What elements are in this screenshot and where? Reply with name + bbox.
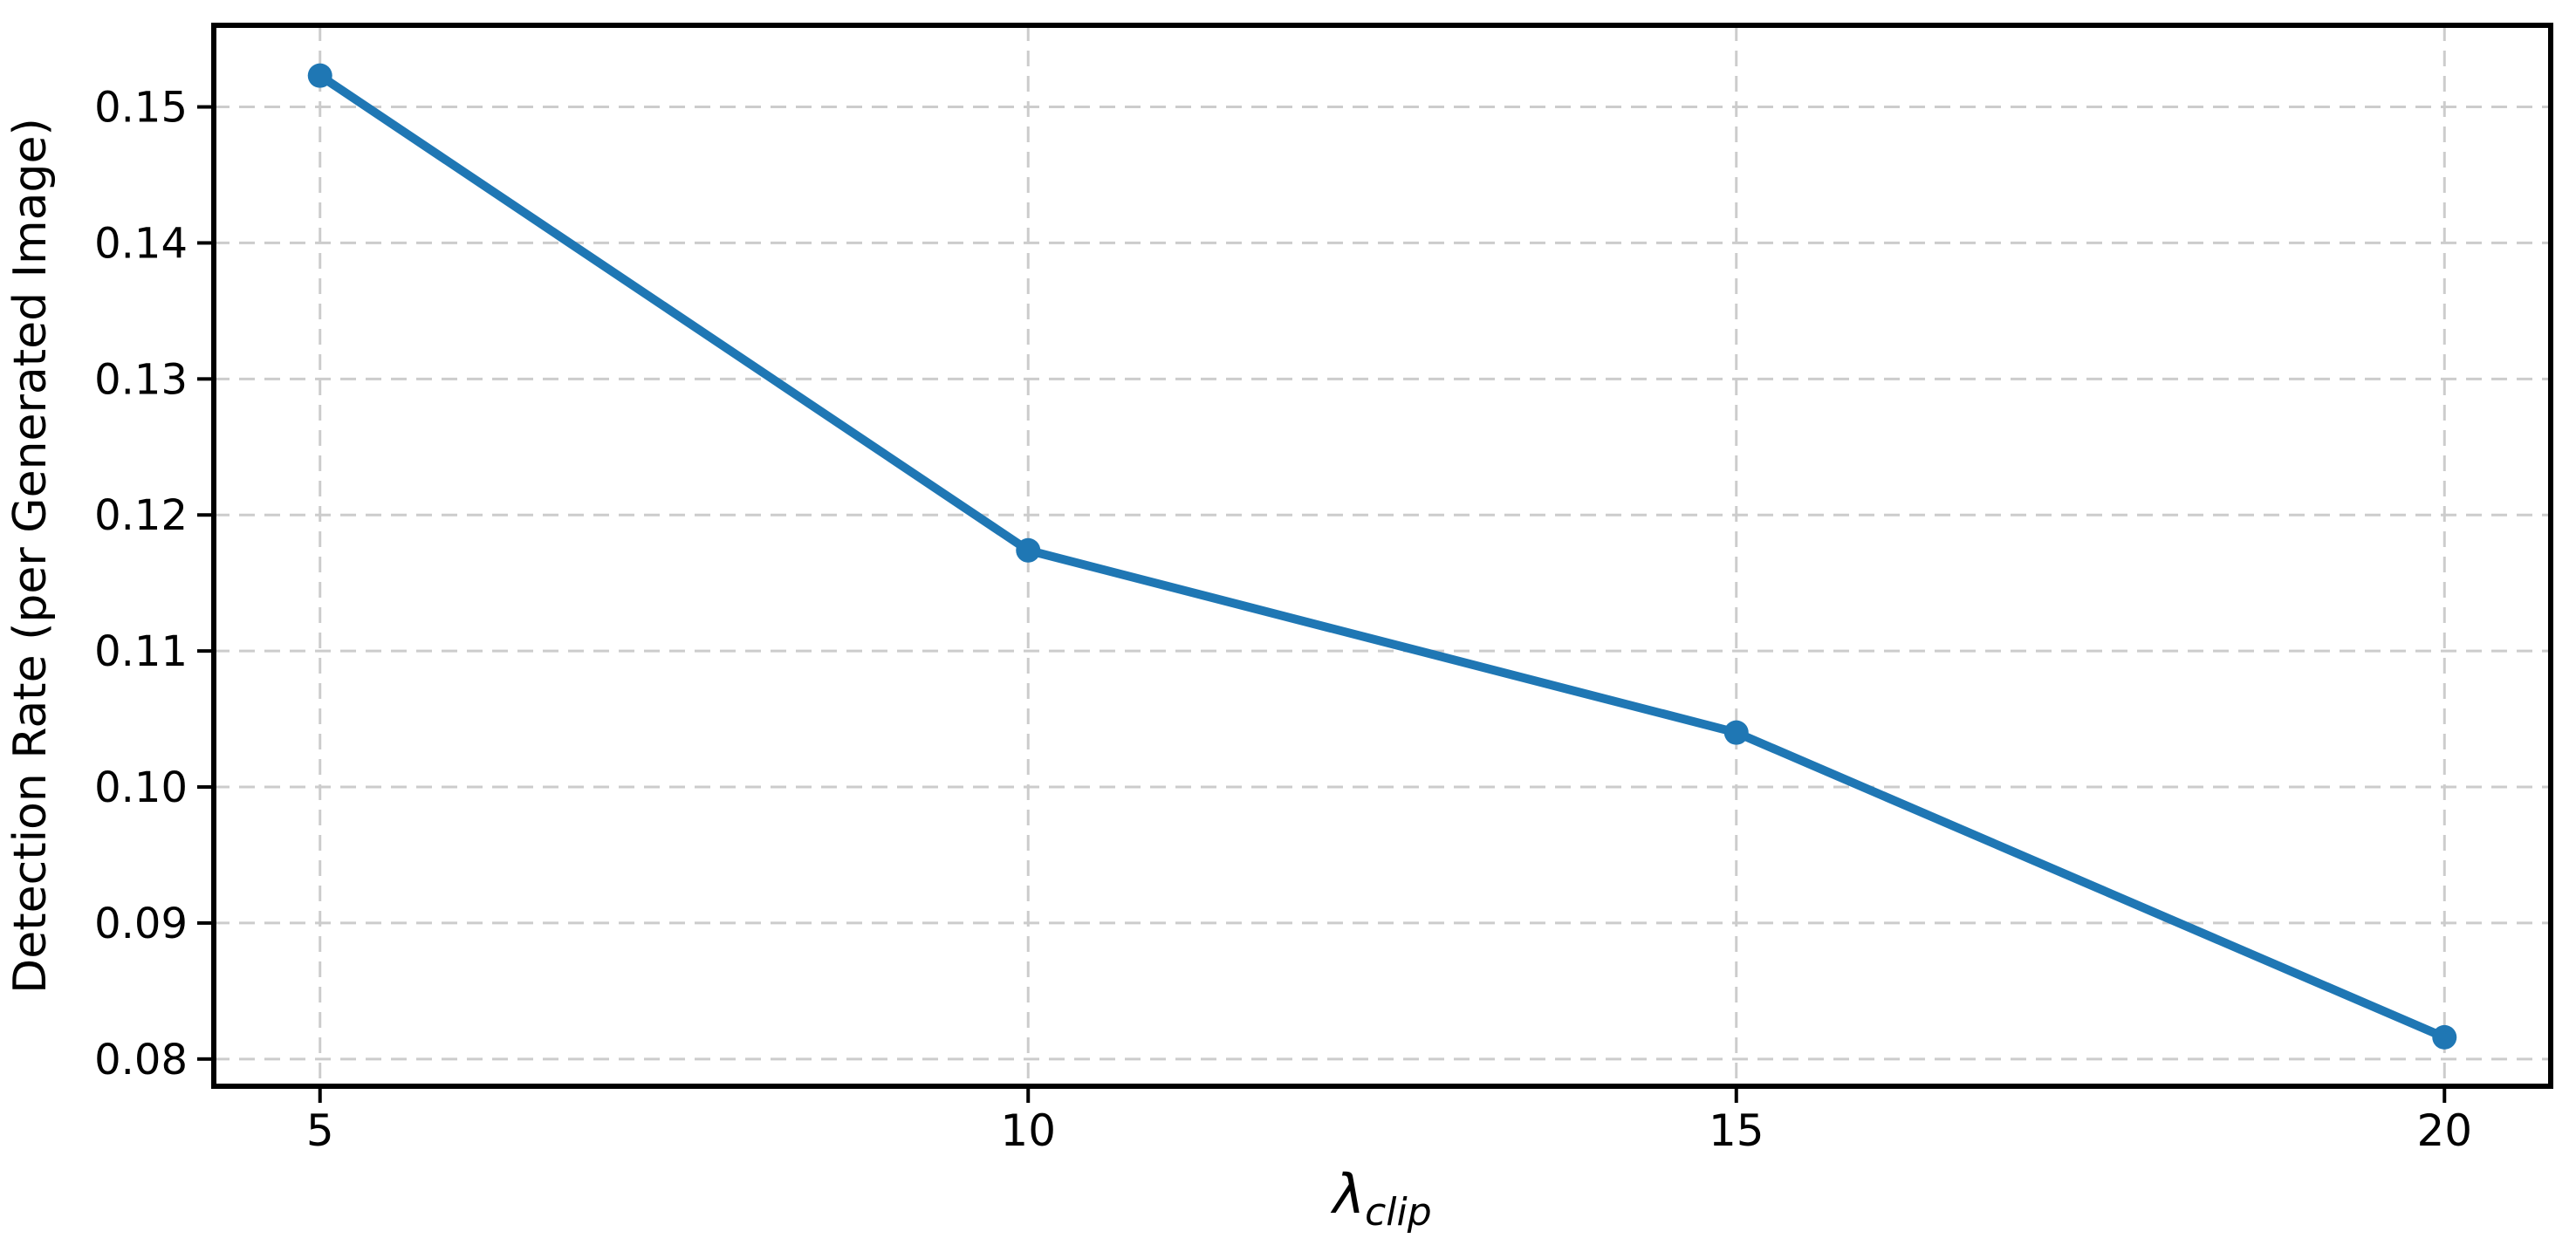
x-tick-label: 5 [306, 1105, 334, 1156]
data-point [307, 63, 332, 88]
x-tick-label: 10 [1000, 1105, 1056, 1156]
y-tick-label: 0.10 [94, 763, 188, 812]
x-axis-label: λclip [1330, 1162, 1431, 1235]
data-point [1016, 537, 1041, 563]
data-point [2432, 1024, 2457, 1050]
y-tick-label: 0.11 [94, 627, 188, 676]
plot-border [211, 23, 2553, 1089]
y-tick-label: 0.12 [94, 491, 188, 540]
series-group [307, 63, 2457, 1050]
y-tick-label: 0.08 [94, 1036, 188, 1084]
y-tick-label: 0.14 [94, 219, 188, 268]
ticks: 5 10 15 20 0.08 0.09 0.10 0.11 0.12 0.13 0.14 0.15 [94, 84, 2472, 1156]
y-tick-label: 0.13 [94, 355, 188, 404]
data-point [1723, 720, 1749, 745]
data-line [315, 71, 2449, 1042]
y-tick-label: 0.09 [94, 900, 188, 948]
x-tick-label: 20 [2416, 1105, 2472, 1156]
y-tick-label: 0.15 [94, 84, 188, 133]
x-tick-label: 15 [1709, 1105, 1764, 1156]
grid [214, 25, 2551, 1086]
y-axis-label: Detection Rate (per Generated Image) [4, 118, 57, 994]
